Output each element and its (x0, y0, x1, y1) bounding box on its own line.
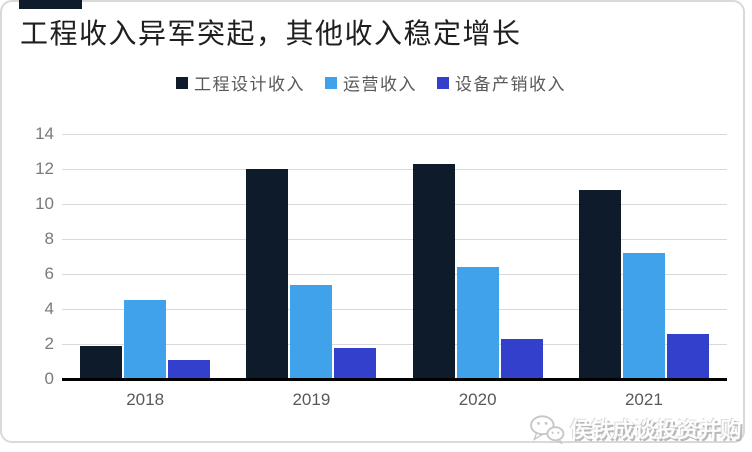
legend-swatch (325, 76, 337, 89)
legend-label: 设备产销收入 (455, 75, 566, 94)
x-tick-label: 2019 (292, 390, 331, 409)
bar-s0-2020 (412, 163, 455, 379)
bar-s2-2021 (666, 333, 709, 379)
gridline (62, 204, 727, 205)
legend-label: 工程设计收入 (194, 75, 305, 94)
legend-item-0: 工程设计收入 (176, 70, 305, 95)
y-tick-label: 4 (44, 299, 54, 318)
gridline (62, 239, 727, 240)
gridline (62, 344, 727, 345)
watermark: 侯铁成谈投资并购 (529, 414, 742, 444)
title-accent-bar (19, 0, 82, 9)
gridline (62, 274, 727, 275)
bar-s2-2019 (334, 347, 377, 379)
x-axis-line (62, 378, 727, 381)
x-tick-label: 2021 (624, 390, 663, 409)
y-tick-label: 10 (35, 194, 54, 213)
y-tick-label: 0 (44, 369, 54, 388)
bar-s2-2018 (168, 359, 211, 379)
watermark-text: 侯铁成谈投资并购 (570, 419, 742, 442)
bar-s1-2018 (124, 300, 167, 379)
plot-area (62, 134, 727, 381)
x-tick-label: 2018 (126, 390, 165, 409)
legend-swatch (437, 76, 449, 89)
legend-item-2: 设备产销收入 (437, 70, 566, 95)
bar-s2-2020 (500, 338, 543, 379)
legend: 工程设计收入 运营收入 设备产销收入 (0, 70, 742, 95)
y-tick-label: 2 (44, 334, 54, 353)
legend-item-1: 运营收入 (325, 70, 417, 95)
legend-swatch (176, 76, 188, 89)
bar-s1-2020 (456, 267, 499, 379)
chart-title: 工程收入异军突起，其他收入稳定增长 (20, 18, 522, 49)
y-tick-label: 12 (35, 159, 54, 178)
bar-s0-2018 (80, 345, 123, 379)
legend-label: 运营收入 (343, 75, 417, 94)
y-tick-label: 8 (44, 229, 54, 248)
gridline (62, 169, 727, 170)
gridline (62, 134, 727, 135)
y-tick-label: 14 (35, 124, 54, 143)
x-tick-label: 2020 (458, 390, 497, 409)
gridline (62, 309, 727, 310)
bar-s0-2019 (246, 169, 289, 379)
y-tick-label: 6 (44, 264, 54, 283)
bar-s1-2019 (290, 284, 333, 379)
bar-s1-2021 (622, 253, 665, 379)
bar-s0-2021 (578, 190, 621, 379)
wechat-icon (530, 415, 565, 444)
